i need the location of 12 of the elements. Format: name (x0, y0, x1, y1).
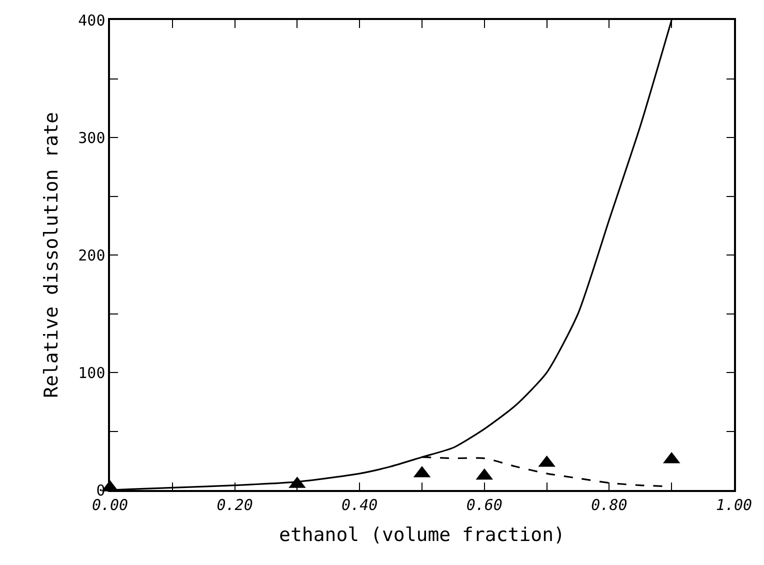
x-axis-title: ethanol (volume fraction) (279, 524, 565, 546)
y-tick-label: 300 (78, 128, 106, 147)
x-tick-label: 0.80 (591, 496, 628, 514)
y-tick-label: 100 (78, 364, 106, 382)
y-tick-label: 400 (78, 11, 106, 30)
x-tick-label: 0.20 (216, 496, 253, 514)
x-tick-label: 0.60 (466, 496, 502, 514)
x-tick-label: 1.00 (716, 496, 752, 514)
y-tick-label: 200 (78, 246, 106, 264)
x-tick-label: 0.40 (342, 496, 378, 514)
y-axis-title: Relative dissolution rate (40, 112, 63, 398)
x-tick-label: 0.00 (92, 496, 128, 514)
